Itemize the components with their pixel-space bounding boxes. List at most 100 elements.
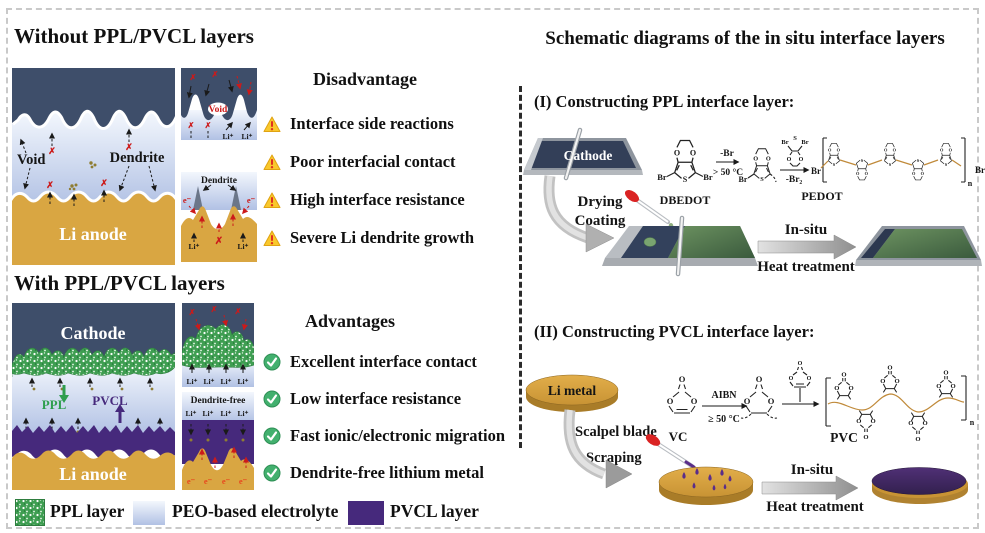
atom-o: O (667, 396, 674, 406)
pedot-label: PEDOT (801, 189, 842, 203)
advantage-text: Low interface resistance (290, 388, 462, 408)
disadvantage-item: Poor interfacial contact (263, 143, 474, 181)
atom-o: O (691, 396, 698, 406)
without-main-diagram: ✗ ✗ ✗ ✗ Void Dendrite Li anode (12, 68, 175, 265)
advantage-item: Fast ionic/electronic migration (263, 417, 505, 454)
x-mark: ✗ (48, 146, 56, 156)
dendrite-spike (231, 186, 241, 210)
li-anode-region (181, 206, 257, 262)
aibn-arrow: AIBN ≥ 50 °C (702, 390, 748, 425)
gt50-label: > 50 °C (713, 167, 743, 178)
li-ion-label: Li⁺ (241, 132, 252, 141)
subscript-n: n (970, 418, 975, 427)
ion-flow-top (29, 377, 154, 391)
cathode-plate-label: Cathode (564, 148, 613, 163)
li-ion-label: Li⁺ (202, 409, 213, 418)
li-ion-label: Li⁺ (186, 377, 197, 386)
x-mark: ✗ (125, 142, 133, 152)
li-ion-label: Li⁺ (185, 409, 196, 418)
coating-plate (602, 215, 758, 277)
atom-br: Br (801, 139, 808, 146)
propagation-arrow: O O O (782, 361, 820, 407)
vc-structure: O O O (667, 374, 698, 414)
li-anode-block (12, 450, 175, 490)
warning-icon (263, 230, 281, 246)
atom-o: O (744, 396, 751, 406)
atom-br: Br (781, 139, 788, 146)
check-icon (263, 353, 281, 370)
reaction-arrow-2: Br S Br O O -Br₂ (780, 135, 810, 185)
electron-label: e⁻ (239, 476, 248, 486)
pvcl-arrow-head (115, 404, 125, 412)
aibn-label: AIBN (711, 390, 737, 401)
disadvantage-title: Disadvantage (312, 69, 417, 89)
scraping-label: Scraping (586, 450, 642, 466)
check-icon (263, 390, 281, 407)
vc-label: VC (669, 429, 688, 444)
interface-defect-marks: ✗ ✗ ✗ ✗ (46, 128, 133, 206)
heat-label: Heat treatment (757, 259, 855, 275)
process-curved-arrow (563, 409, 633, 489)
advantage-text: Dendrite-free lithium metal (290, 462, 484, 482)
dropper-tip (684, 460, 696, 469)
li-anode-label: Li anode (59, 224, 127, 244)
li-ion-label: Li⁺ (220, 409, 231, 418)
advantages-title: Advantages (304, 311, 395, 331)
dendrite-free-label: Dendrite-free (191, 396, 246, 406)
insitu-label: In-situ (791, 462, 834, 478)
opened-vc-structure: O O O (740, 374, 778, 419)
without-layers-title: Without PPL/PVCL layers (14, 24, 254, 48)
with-inset-cathode: ✗ ✗ ✗ Li⁺ Li⁺ Li⁺ Li⁺ (182, 303, 254, 387)
advantages-list: Excellent interface contact Low interfac… (263, 343, 505, 491)
disadvantage-text: Severe Li dendrite growth (290, 228, 475, 247)
li-ion-label: Li⁺ (237, 377, 248, 386)
x-mark: ✗ (212, 70, 219, 79)
dbedot-structure: Br Br (657, 139, 713, 185)
x-mark: ✗ (46, 180, 54, 190)
reaction-arrow-1: -Br > 50 °C (713, 149, 743, 178)
atom-br: Br (739, 175, 748, 184)
electron-label: e⁻ (204, 476, 213, 486)
x-mark: ✗ (190, 73, 197, 82)
dendrite-label: Dendrite (110, 150, 165, 166)
atom-br: Br (811, 166, 821, 176)
li-disc-with-drops (658, 466, 754, 505)
atom-o: O (787, 157, 792, 163)
x-mark: ✗ (100, 178, 108, 188)
li-anode-block (12, 193, 175, 265)
electron-label: e⁻ (247, 195, 256, 205)
scalpel-label: Scalpel blade (575, 424, 657, 440)
dendrite-spike (193, 186, 203, 210)
atom-br: Br (657, 172, 667, 182)
right-panel-title: Schematic diagrams of the in situ interf… (545, 28, 945, 49)
electrolyte-strip (181, 172, 257, 210)
dropper (645, 434, 707, 484)
check-icon (263, 427, 281, 444)
check-icon (263, 464, 281, 481)
x-mark: ✗ (235, 307, 242, 316)
disadvantage-item: High interface resistance (263, 181, 474, 219)
warning-icon (263, 116, 281, 132)
radical-intermediate: Br (739, 148, 777, 184)
disadvantage-item: Severe Li dendrite growth (263, 219, 474, 257)
disadvantage-item: Interface side reactions (263, 105, 474, 143)
pvcl-coated-disc (871, 467, 968, 504)
dbedot-mini: Br S Br O O (781, 135, 809, 167)
drying-label: Drying (578, 194, 624, 210)
electron-label: e⁻ (183, 195, 192, 205)
atom-br: Br (703, 172, 713, 182)
x-mark: ✗ (215, 236, 223, 247)
legend-pvcl-label: PVCL layer (390, 501, 479, 521)
atom-o: O (756, 374, 763, 384)
ppl-arrow-head (59, 395, 69, 403)
atom-o: O (799, 157, 804, 163)
atom-br: Br (975, 165, 985, 175)
pedot-structure: Br n Br (811, 137, 985, 188)
x-mark: ✗ (211, 305, 218, 314)
with-inset-anode: Dendrite-free Li⁺ Li⁺ Li⁺ Li⁺ e⁻ e⁻ e⁻ e… (182, 392, 254, 490)
advantage-item: Excellent interface contact (263, 343, 505, 380)
advantage-text: Excellent interface contact (290, 351, 477, 371)
disadvantage-list: Interface side reactions Poor interfacia… (263, 105, 474, 257)
with-main-diagram: Cathode PPL PVCL Li anode (12, 303, 175, 490)
